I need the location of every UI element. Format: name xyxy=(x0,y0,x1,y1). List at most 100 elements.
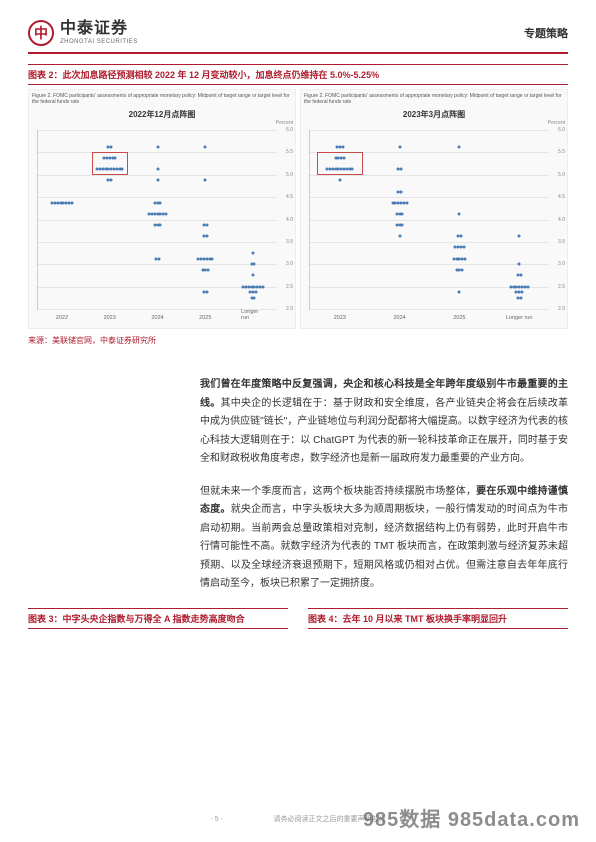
gridline xyxy=(38,220,277,221)
dot xyxy=(398,235,401,238)
ytick: 2.5 xyxy=(286,284,293,290)
dot xyxy=(518,263,521,266)
dot xyxy=(458,212,461,215)
dot xyxy=(261,285,264,288)
ytick: 4.0 xyxy=(558,217,565,223)
dot xyxy=(461,268,464,271)
dot xyxy=(157,257,160,260)
xtick: 2023 xyxy=(334,315,346,321)
dot xyxy=(343,156,346,159)
dot xyxy=(156,179,159,182)
ytick: 3.0 xyxy=(558,261,565,267)
dot xyxy=(205,235,208,238)
dot xyxy=(463,257,466,260)
ytick: 5.5 xyxy=(286,149,293,155)
ytick: 3.0 xyxy=(286,261,293,267)
dot xyxy=(156,145,159,148)
watermark: 985数据 985data.com xyxy=(363,803,580,832)
p1-rest: 其中央企的长逻辑在于：基于财政和安全维度，各产业链央企将会在后续改革中成为供应链… xyxy=(200,398,568,465)
dot xyxy=(458,291,461,294)
dot xyxy=(159,201,162,204)
dot xyxy=(341,145,344,148)
xtick: Longer run xyxy=(241,309,265,321)
dot xyxy=(110,179,113,182)
p2-rest: 就央企而言，中字头板块大多为顺周期板块，一般行情发动的时间点为牛市启动初期。当前… xyxy=(200,504,568,589)
dot xyxy=(519,274,522,277)
gridline xyxy=(310,242,549,243)
dot xyxy=(254,291,257,294)
ytick: 4.5 xyxy=(286,194,293,200)
xtick: 2023 xyxy=(104,315,116,321)
gridline xyxy=(310,264,549,265)
ytick: 3.5 xyxy=(286,239,293,245)
dot xyxy=(121,168,124,171)
chart2-title: 图表 2：此次加息路径预测相较 2022 年 12 月变动较小，加息终点仍维持在… xyxy=(28,70,379,80)
chart-left-subtitle: 2022年12月点阵图 xyxy=(29,109,295,120)
gridline xyxy=(38,152,277,153)
ytick: 3.5 xyxy=(558,239,565,245)
ytick: 6.0 xyxy=(558,127,565,133)
dot xyxy=(156,168,159,171)
logo-en: ZHONGTAI SECURITIES xyxy=(60,39,138,45)
dot xyxy=(205,224,208,227)
chart3-title: 图表 3：中字头央企指数与万得全 A 指数走势高度吻合 xyxy=(28,614,245,624)
xtick: Longer run xyxy=(506,315,533,321)
xtick: 2022 xyxy=(56,315,68,321)
dot xyxy=(400,168,403,171)
gridline xyxy=(38,242,277,243)
dot xyxy=(204,179,207,182)
gridline xyxy=(310,130,549,131)
ytick: 4.5 xyxy=(558,194,565,200)
plot-left: Percent 2.02.53.03.54.04.55.05.56.020222… xyxy=(37,130,277,310)
chart2-title-bar: 图表 2：此次加息路径预测相较 2022 年 12 月变动较小，加息终点仍维持在… xyxy=(28,64,568,85)
logo-cn: 中泰证券 xyxy=(60,21,138,37)
dot xyxy=(253,263,256,266)
ytick: 5.0 xyxy=(558,172,565,178)
bottom-chart-titles: 图表 3：中字头央企指数与万得全 A 指数走势高度吻合 图表 4：去年 10 月… xyxy=(28,608,568,633)
dot xyxy=(253,296,256,299)
gridline xyxy=(38,130,277,131)
dot xyxy=(458,145,461,148)
dot xyxy=(459,235,462,238)
dot xyxy=(526,285,529,288)
xtick: 2025 xyxy=(453,315,465,321)
dot xyxy=(159,224,162,227)
charts-row: Figure 2. FOMC participants' assessments… xyxy=(28,89,568,329)
logo: 中泰证券 ZHONGTAI SECURITIES xyxy=(28,20,138,46)
page-number: - 5 - xyxy=(210,816,222,823)
dot xyxy=(518,235,521,238)
dot xyxy=(252,252,255,255)
ytick: 2.0 xyxy=(286,306,293,312)
dot xyxy=(338,179,341,182)
chart4-title: 图表 4：去年 10 月以来 TMT 板块换手率明显回升 xyxy=(308,614,507,624)
gridline xyxy=(310,197,549,198)
dot xyxy=(205,291,208,294)
ytick: 6.0 xyxy=(286,127,293,133)
gridline xyxy=(310,175,549,176)
dot xyxy=(401,212,404,215)
chart-right-header: Figure 2. FOMC participants' assessments… xyxy=(301,90,567,105)
chart-right-subtitle: 2023年3月点阵图 xyxy=(301,109,567,120)
ytick: 2.5 xyxy=(558,284,565,290)
ylabel-left: Percent xyxy=(276,120,293,126)
dot xyxy=(114,156,117,159)
dot xyxy=(252,274,255,277)
dot xyxy=(110,145,113,148)
ytick: 5.5 xyxy=(558,149,565,155)
p2-start: 但就未来一个季度而言，这两个板块能否持续摆脱市场整体， xyxy=(200,486,476,497)
paragraph-1: 我们曾在年度策略中反复强调，央企和核心科技是全年跨年度级别牛市最重要的主线。其中… xyxy=(200,376,568,469)
dot xyxy=(204,145,207,148)
chart4-title-bar: 图表 4：去年 10 月以来 TMT 板块换手率明显回升 xyxy=(308,608,568,629)
dot xyxy=(351,168,354,171)
gridline xyxy=(38,264,277,265)
xtick: 2025 xyxy=(199,315,211,321)
dotplot-mar2023: Figure 2. FOMC participants' assessments… xyxy=(300,89,568,329)
chart3-title-bar: 图表 3：中字头央企指数与万得全 A 指数走势高度吻合 xyxy=(28,608,288,629)
dot xyxy=(211,257,214,260)
gridline xyxy=(310,309,549,310)
dot xyxy=(207,268,210,271)
chart-left-header: Figure 2. FOMC participants' assessments… xyxy=(29,90,295,105)
dot xyxy=(70,201,73,204)
body-text: 我们曾在年度策略中反复强调，央企和核心科技是全年跨年度级别牛市最重要的主线。其中… xyxy=(200,376,568,594)
gridline xyxy=(38,175,277,176)
